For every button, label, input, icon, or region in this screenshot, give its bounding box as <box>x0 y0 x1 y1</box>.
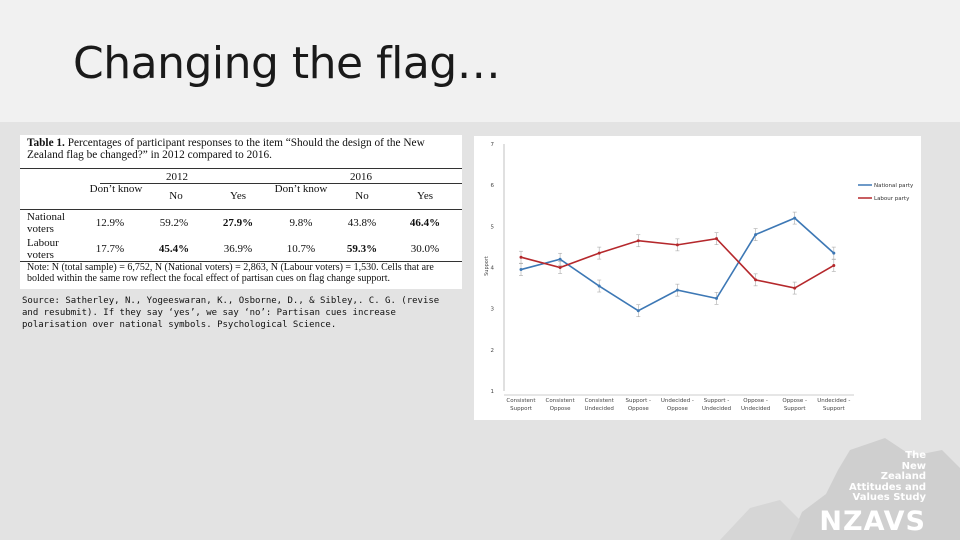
logo-line: The <box>905 450 926 461</box>
x-tick-label: Support - <box>704 398 729 404</box>
data-point <box>519 255 523 259</box>
x-tick-label: Consistent <box>546 398 576 404</box>
header-no-2012: No <box>169 190 183 202</box>
title-band <box>0 0 960 122</box>
logo-line: Attitudes and <box>848 481 926 493</box>
x-tick-label: Undecided - <box>661 398 694 404</box>
data-point <box>793 216 797 220</box>
x-tick-label: Oppose <box>667 406 689 412</box>
row-label-national: National voters <box>27 211 65 235</box>
header-dont-know-2012: Don’t know <box>89 183 143 195</box>
row-label-labour: Labour voters <box>27 237 59 261</box>
cell: 45.4% <box>158 243 190 255</box>
data-point <box>636 309 640 313</box>
cell: 59.3% <box>346 243 378 255</box>
x-tick-label: Oppose <box>628 406 650 412</box>
table-figure: Table 1. Percentages of participant resp… <box>20 135 462 289</box>
table-note: Note: N (total sample) = 6,752, N (Natio… <box>27 262 434 284</box>
data-point <box>715 237 718 241</box>
data-point <box>832 251 836 255</box>
header-dont-know-2016: Don’t know <box>274 183 328 195</box>
x-tick-label: Oppose <box>550 406 572 412</box>
data-point <box>754 233 758 237</box>
year-2012: 2012 <box>166 171 188 183</box>
table-caption-label: Table 1. <box>27 137 65 149</box>
data-point <box>558 266 562 269</box>
year-2016: 2016 <box>350 171 372 183</box>
logo-tagline: The New Zealand Attitudes and Values Stu… <box>848 450 926 504</box>
cell: 9.8% <box>289 217 313 229</box>
cell: 17.7% <box>95 243 125 255</box>
y-axis-label: Support <box>484 256 490 276</box>
x-tick-label: Oppose - <box>782 398 807 404</box>
cell: 10.7% <box>286 243 316 255</box>
y-tick-label: 7 <box>491 142 495 148</box>
x-tick-label: Undecided - <box>817 398 850 404</box>
data-point <box>675 243 679 247</box>
x-tick-label: Support <box>784 406 807 412</box>
data-point <box>754 278 758 282</box>
logo-line: Values Study <box>852 492 926 503</box>
data-point <box>675 288 679 292</box>
chart-svg: 1 2 3 4 5 6 7 Support Consistent Support Consisten… <box>484 142 914 412</box>
logo-line: Zealand <box>880 471 926 482</box>
table-rule <box>20 168 462 169</box>
data-point <box>832 263 836 267</box>
cell: 27.9% <box>222 217 254 229</box>
cell: 59.2% <box>159 217 189 229</box>
x-tick-label: Support <box>510 406 533 412</box>
logo-line: New <box>901 460 926 472</box>
x-tick-label: Support - <box>626 398 651 404</box>
cell: 36.9% <box>223 243 253 255</box>
x-tick-label: Consistent <box>506 398 536 404</box>
data-point <box>597 284 601 288</box>
x-tick-label: Oppose - <box>743 398 768 404</box>
year-rule <box>100 183 462 184</box>
cell: 46.4% <box>409 217 441 229</box>
slide-title: Changing the flag… <box>73 38 501 89</box>
header-yes-2012: Yes <box>229 190 246 202</box>
legend-label: National party <box>874 183 914 189</box>
legend-label: Labour party <box>874 196 910 202</box>
x-tick-label: Undecided <box>585 406 614 412</box>
cell: 43.8% <box>347 217 377 229</box>
table-caption-text: Percentages of participant responses to … <box>27 137 425 161</box>
data-point <box>519 268 523 272</box>
y-tick-label: 2 <box>491 348 495 354</box>
header-rule <box>20 209 462 210</box>
y-tick-label: 5 <box>491 224 495 230</box>
x-tick-label: Undecided <box>741 406 770 412</box>
x-tick-label: Consistent <box>585 398 615 404</box>
y-tick-label: 3 <box>491 307 495 313</box>
header-yes-2016: Yes <box>416 190 433 202</box>
table-caption: Table 1. Percentages of participant resp… <box>27 137 457 161</box>
source-citation: Source: Satherley, N., Yogeeswaran, K., … <box>22 296 440 330</box>
line-chart: 1 2 3 4 5 6 7 Support Consistent Support Consisten… <box>474 136 921 420</box>
y-tick-label: 4 <box>491 266 495 272</box>
data-point <box>597 251 601 255</box>
body-rule <box>20 261 462 262</box>
data-point <box>558 257 562 261</box>
data-point <box>715 296 718 300</box>
y-tick-label: 1 <box>491 389 495 395</box>
nz-map-watermark <box>720 438 960 540</box>
x-tick-label: Support <box>823 406 846 412</box>
cell: 30.0% <box>410 243 440 255</box>
x-tick-label: Undecided <box>702 406 731 412</box>
cell: 12.9% <box>95 217 125 229</box>
data-point <box>636 239 640 243</box>
y-tick-label: 6 <box>491 183 495 189</box>
data-point <box>793 286 797 290</box>
logo-brand: NZAVS <box>819 506 926 537</box>
header-no-2016: No <box>355 190 369 202</box>
